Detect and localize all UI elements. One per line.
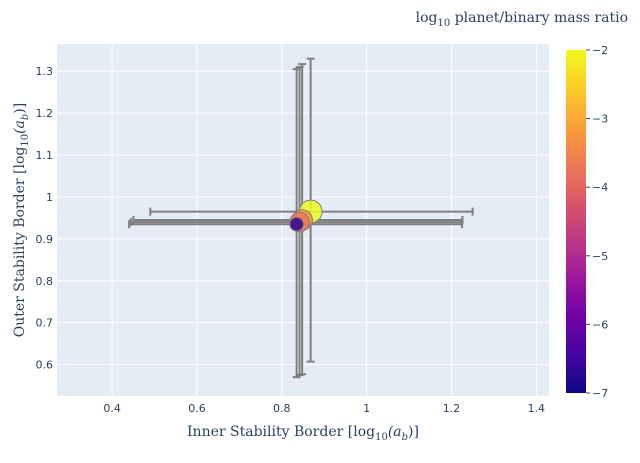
y-tick-label: 0.6 (36, 359, 54, 372)
y-tick-label: 1.1 (36, 149, 54, 162)
x-tick-label: 0.6 (188, 402, 206, 415)
markers (289, 199, 323, 233)
y-tick-label: 0.7 (36, 317, 54, 330)
colorbar-ticks: −2 −3 −4 −5 −6 −7 (586, 44, 608, 400)
x-axis-title: Inner Stability Border [log10(ab)] (187, 424, 419, 443)
colorbar-tick-label: −3 (592, 113, 608, 126)
y-tick-label: 0.9 (36, 233, 54, 246)
colorbar-tick-label: −5 (592, 250, 608, 263)
y-axis-title: Outer Stability Border [log10(ab)] (12, 103, 31, 338)
x-tick-labels: 0.4 0.6 0.8 1 1.2 1.4 (103, 402, 545, 415)
y-tick-label: 1 (46, 191, 53, 204)
colorbar-tick-label: −4 (592, 181, 608, 194)
y-tick-label: 1.3 (36, 65, 54, 78)
x-tick-label: 0.4 (103, 402, 121, 415)
x-tick-label: 1.4 (528, 402, 546, 415)
colorbar-tick-label: −7 (592, 387, 608, 400)
colorbar (566, 50, 586, 393)
x-tick-label: 0.8 (273, 402, 291, 415)
colorbar-tick-label: −2 (592, 44, 608, 57)
y-tick-label: 0.8 (36, 275, 54, 288)
x-tick-label: 1 (363, 402, 370, 415)
data-point (289, 216, 304, 232)
colorbar-tick-label: −6 (592, 318, 608, 331)
y-tick-labels: 0.6 0.7 0.8 0.9 1 1.1 1.2 1.3 (36, 65, 54, 371)
colorbar-title: log10 planet/binary mass ratio (416, 10, 628, 29)
x-tick-label: 1.2 (443, 402, 461, 415)
y-tick-label: 1.2 (36, 107, 54, 120)
